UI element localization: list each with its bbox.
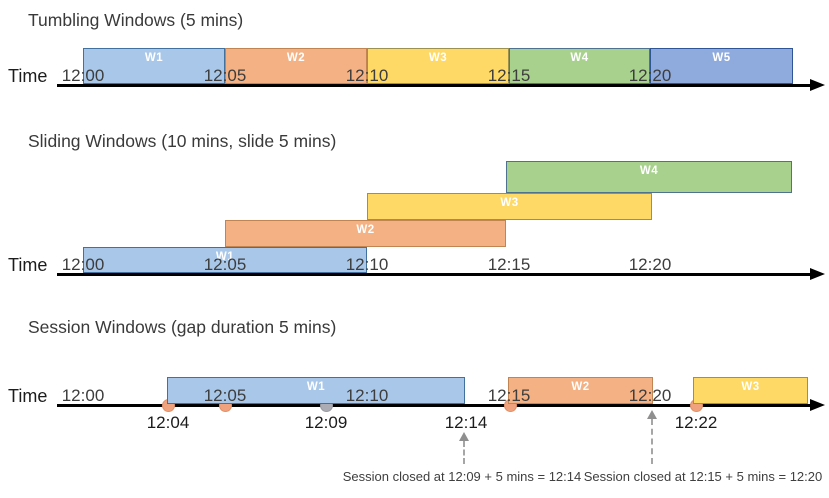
window-label: W5 xyxy=(712,52,731,64)
tick-label: 12:05 xyxy=(203,386,247,405)
window-label: W3 xyxy=(741,381,760,393)
time-axis-label: Time xyxy=(8,255,48,275)
window-label: W4 xyxy=(570,52,589,64)
tick-label: 12:10 xyxy=(345,255,389,274)
time-axis-line xyxy=(57,273,810,276)
event-time-label: 12:09 xyxy=(304,413,348,432)
window-box-w5: W5 xyxy=(650,48,793,84)
window-label: W1 xyxy=(215,251,235,263)
session-close-arrow-icon xyxy=(459,432,469,441)
tick-label: 12:10 xyxy=(345,386,389,405)
window-label: W1 xyxy=(144,52,164,64)
window-box-w3: W3 xyxy=(693,377,808,404)
window-box-w2: W2 xyxy=(225,220,506,247)
event-time-label: 12:04 xyxy=(146,413,190,432)
window-label: W3 xyxy=(500,197,519,209)
time-axis-arrow-icon xyxy=(810,79,825,91)
time-axis-arrow-icon xyxy=(810,268,825,280)
tick-label: 12:15 xyxy=(487,255,531,274)
tick-label: 12:20 xyxy=(628,386,672,405)
window-label: W4 xyxy=(639,165,659,177)
time-axis-line xyxy=(57,84,810,87)
window-label: W2 xyxy=(286,52,306,64)
time-axis-arrow-icon xyxy=(810,399,825,411)
tick-label: 12:05 xyxy=(203,255,247,274)
window-box-w4: W4 xyxy=(509,48,650,84)
session-close-arrow-line xyxy=(463,441,465,464)
tick-label: 12:00 xyxy=(61,255,105,274)
window-label: W2 xyxy=(571,381,590,393)
event-dot xyxy=(319,398,333,412)
tick-label: 12:20 xyxy=(628,255,672,274)
event-dot xyxy=(503,398,517,412)
window-box-w1: W1 xyxy=(83,247,367,273)
event-dot xyxy=(161,398,175,412)
window-label: W3 xyxy=(428,52,448,64)
session-close-annotation: Session closed at 12:09 + 5 mins = 12:14 xyxy=(342,469,582,484)
tick-label: 12:10 xyxy=(345,66,389,85)
event-dot xyxy=(218,398,232,412)
section-title: Sliding Windows (10 mins, slide 5 mins) xyxy=(28,131,337,151)
tick-label: 12:00 xyxy=(61,66,105,85)
session-close-arrow-icon xyxy=(647,410,657,419)
window-box-w1: W1 xyxy=(83,48,225,84)
section-title: Session Windows (gap duration 5 mins) xyxy=(28,317,337,337)
window-box-w3: W3 xyxy=(367,193,652,220)
tick-label: 12:15 xyxy=(487,386,531,405)
window-box-w4: W4 xyxy=(506,161,792,193)
window-box-w2: W2 xyxy=(225,48,367,84)
time-axis-label: Time xyxy=(8,66,48,86)
time-axis-label: Time xyxy=(8,386,48,406)
session-close-annotation: Session closed at 12:15 + 5 mins = 12:20 xyxy=(583,469,823,484)
session-close-arrow-line xyxy=(651,419,653,464)
event-time-label: 12:14 xyxy=(444,413,488,432)
tick-label: 12:00 xyxy=(61,386,105,405)
event-dot xyxy=(689,398,703,412)
event-time-label: 12:22 xyxy=(674,413,718,432)
window-box-w3: W3 xyxy=(367,48,509,84)
tick-label: 12:20 xyxy=(628,66,672,85)
window-box-w1: W1 xyxy=(167,377,465,404)
time-axis-line xyxy=(57,404,810,407)
window-box-w2: W2 xyxy=(508,377,653,404)
window-label: W1 xyxy=(306,381,326,393)
section-title: Tumbling Windows (5 mins) xyxy=(28,10,244,30)
tick-label: 12:15 xyxy=(487,66,531,85)
window-label: W2 xyxy=(356,224,375,236)
tick-label: 12:05 xyxy=(203,66,247,85)
